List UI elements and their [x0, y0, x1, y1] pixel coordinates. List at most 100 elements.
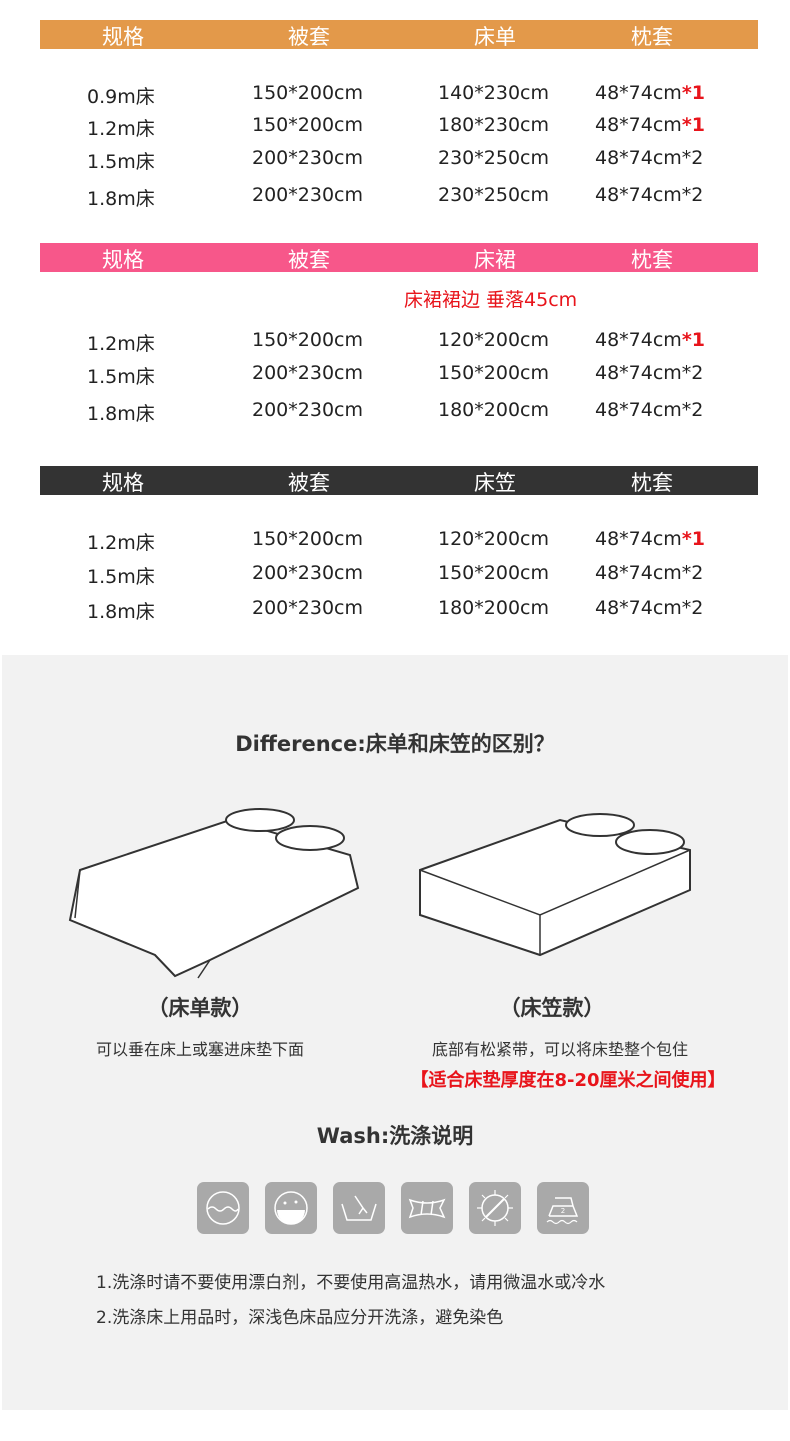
- table-cell: 140*230cm: [438, 82, 549, 104]
- fitted-sheet-bed-illustration: [419, 813, 691, 957]
- table-row: 1.8m床 200*230cm 230*250cm 48*74cm*2: [0, 184, 790, 210]
- table-cell: 1.5m床: [87, 566, 155, 588]
- table-cell: 1.8m床: [87, 188, 155, 210]
- fitted-sheet-desc: 底部有松紧带，可以将床垫整个包住: [431, 1040, 689, 1059]
- column-header: 规格: [102, 471, 144, 495]
- table-cell: 150*200cm: [438, 562, 549, 584]
- info-section: [2, 655, 788, 1410]
- table-cell: 48*74cm*2: [595, 399, 703, 421]
- no-tumble-dry-icon: [469, 1182, 521, 1234]
- fitted-sheet-note: 【适合床垫厚度在8-20厘米之间使用】: [410, 1070, 726, 1091]
- column-header: 床单: [474, 25, 516, 49]
- table-cell: 180*200cm: [438, 399, 549, 421]
- quantity-highlight: *1: [681, 114, 705, 136]
- table-row: 1.5m床 200*230cm 150*200cm 48*74cm*2: [0, 362, 790, 388]
- hand-wash-icon: [333, 1182, 385, 1234]
- column-header: 枕套: [631, 471, 673, 495]
- table-cell: 200*230cm: [252, 399, 363, 421]
- wash-title: Wash:洗涤说明: [316, 1124, 474, 1148]
- table-cell: 200*230cm: [252, 362, 363, 384]
- column-header: 被套: [288, 248, 330, 272]
- table-cell: 0.9m床: [87, 86, 155, 108]
- table-cell: 230*250cm: [438, 184, 549, 206]
- table-cell: 1.5m床: [87, 366, 155, 388]
- table-row: 1.5m床 200*230cm 230*250cm 48*74cm*2: [0, 147, 790, 173]
- quantity-highlight: *1: [681, 329, 705, 351]
- column-header: 规格: [102, 25, 144, 49]
- iron-2-icon: 2: [537, 1182, 589, 1234]
- flat-sheet-label: （床单款）: [147, 996, 253, 1020]
- table-row: 1.8m床 200*230cm 180*200cm 48*74cm*2: [0, 597, 790, 623]
- table-cell: 48*74cm*2: [595, 362, 703, 384]
- column-header: 被套: [288, 471, 330, 495]
- table-cell: 48*74cm*1: [595, 82, 705, 104]
- table-header: 规格 被套 床笠 枕套: [40, 466, 758, 495]
- column-header: 规格: [102, 248, 144, 272]
- table-cell: 200*230cm: [252, 147, 363, 169]
- column-header: 枕套: [631, 248, 673, 272]
- wash-note-1: 1.洗涤时请不要使用漂白剂，不要使用高温热水，请用微温水或冷水: [96, 1273, 606, 1293]
- table-row: 1.2m床 150*200cm 120*200cm 48*74cm*1: [0, 329, 790, 355]
- table-cell: 150*200cm: [438, 362, 549, 384]
- column-header: 枕套: [631, 25, 673, 49]
- pillowcase-size: 48*74cm: [595, 329, 682, 351]
- table-cell: 48*74cm*2: [595, 597, 703, 619]
- table-cell: 1.5m床: [87, 151, 155, 173]
- quantity-highlight: *1: [681, 82, 705, 104]
- wash-temperature-icon: [265, 1182, 317, 1234]
- table-row: 1.5m床 200*230cm 150*200cm 48*74cm*2: [0, 562, 790, 588]
- wash-note-2: 2.洗涤床上用品时，深浅色床品应分开洗涤，避免染色: [96, 1308, 504, 1328]
- wring-icon: [401, 1182, 453, 1234]
- column-header: 被套: [288, 25, 330, 49]
- flat-sheet-desc: 可以垂在床上或塞进床垫下面: [95, 1040, 305, 1059]
- table-cell: 1.2m床: [87, 333, 155, 355]
- pillowcase-size: 48*74cm: [595, 82, 682, 104]
- table-row: 1.2m床 150*200cm 120*200cm 48*74cm*1: [0, 528, 790, 554]
- table-cell: 48*74cm*1: [595, 114, 705, 136]
- pillowcase-size: 48*74cm: [595, 114, 682, 136]
- table-cell: 180*230cm: [438, 114, 549, 136]
- table-row: 1.2m床 150*200cm 180*230cm 48*74cm*1: [0, 114, 790, 140]
- machine-wash-icon: [197, 1182, 249, 1234]
- table-cell: 200*230cm: [252, 597, 363, 619]
- pillowcase-size: 48*74cm*2: [595, 597, 704, 619]
- table-cell: 200*230cm: [252, 562, 363, 584]
- flat-sheet-bed-illustration: [68, 808, 360, 979]
- table-cell: 200*230cm: [252, 184, 363, 206]
- pillowcase-size: 48*74cm*2: [595, 147, 704, 169]
- table-cell: 120*200cm: [438, 329, 549, 351]
- table-cell: 1.2m床: [87, 532, 155, 554]
- table-header: 规格 被套 床单 枕套: [40, 20, 758, 49]
- table-row: 1.8m床 200*230cm 180*200cm 48*74cm*2: [0, 399, 790, 425]
- column-header: 床笠: [474, 471, 516, 495]
- quantity-highlight: *1: [681, 528, 705, 550]
- pillowcase-size: 48*74cm*2: [595, 562, 704, 584]
- table-cell: 1.8m床: [87, 601, 155, 623]
- table-cell: 150*200cm: [252, 82, 363, 104]
- table-cell: 48*74cm*2: [595, 562, 703, 584]
- pillowcase-size: 48*74cm*2: [595, 362, 704, 384]
- table-cell: 230*250cm: [438, 147, 549, 169]
- table-cell: 150*200cm: [252, 114, 363, 136]
- pillowcase-size: 48*74cm: [595, 528, 682, 550]
- table-cell: 180*200cm: [438, 597, 549, 619]
- difference-title: Difference:床单和床笠的区别？: [235, 732, 555, 756]
- table-cell: 120*200cm: [438, 528, 549, 550]
- pillowcase-size: 48*74cm*2: [595, 399, 704, 421]
- table-cell: 150*200cm: [252, 528, 363, 550]
- table-cell: 1.2m床: [87, 118, 155, 140]
- table-row: 0.9m床 150*200cm 140*230cm 48*74cm*1: [0, 82, 790, 108]
- column-header: 床裙: [474, 248, 516, 272]
- table-cell: 48*74cm*1: [595, 528, 705, 550]
- table-cell: 48*74cm*2: [595, 184, 703, 206]
- pillowcase-size: 48*74cm*2: [595, 184, 704, 206]
- iron-level: 2: [561, 1207, 565, 1215]
- fitted-sheet-label: （床笠款）: [499, 996, 605, 1020]
- table-cell: 48*74cm*1: [595, 329, 705, 351]
- table-cell: 150*200cm: [252, 329, 363, 351]
- table-cell: 48*74cm*2: [595, 147, 703, 169]
- table-header: 规格 被套 床裙 枕套: [40, 243, 758, 272]
- bed-skirt-note: 床裙裙边 垂落45cm: [404, 289, 578, 311]
- table-cell: 1.8m床: [87, 403, 155, 425]
